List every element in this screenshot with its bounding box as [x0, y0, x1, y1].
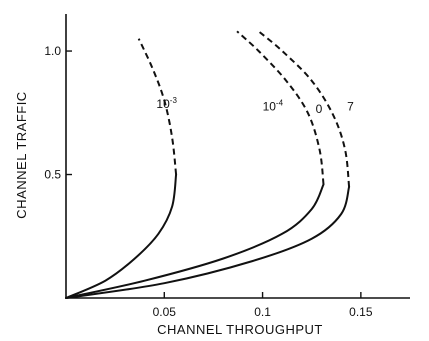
ticks: 0.05 0.1 0.15 0.5 1.0: [44, 44, 373, 319]
series-label-base: 10: [263, 99, 277, 113]
series-label-exponent: -3: [170, 96, 178, 105]
series-label-base: 10: [156, 97, 170, 111]
series-0-solid-line: [65, 173, 178, 299]
x-axis-label: CHANNEL THROUGHPUT: [157, 322, 323, 337]
series-1-label: 10-4: [263, 98, 284, 113]
series-2-dashed-line: [257, 30, 351, 188]
y-tick-label: 0.5: [44, 168, 61, 182]
x-tick-label: 0.05: [153, 305, 177, 319]
x-tick-label: 0.15: [349, 305, 373, 319]
y-axis-label: CHANNEL TRAFFIC: [14, 91, 29, 218]
series-label-base: 0: [316, 102, 323, 116]
axes: [65, 14, 410, 299]
curve-labels: 10-3 10-4 0 7: [156, 96, 354, 116]
series-1-solid-line: [65, 183, 325, 299]
series-1-dashed-line: [236, 30, 325, 185]
series-0-label: 10-3: [156, 96, 177, 111]
curves: [65, 30, 351, 299]
annotation-label: 7: [347, 99, 354, 113]
series-2-label: 0: [316, 102, 323, 116]
x-tick-label: 0.1: [254, 305, 271, 319]
series-0-dashed-line: [137, 38, 178, 175]
series-2-solid-line: [65, 185, 351, 299]
y-tick-label: 1.0: [44, 44, 61, 58]
series-label-exponent: -4: [276, 98, 284, 107]
